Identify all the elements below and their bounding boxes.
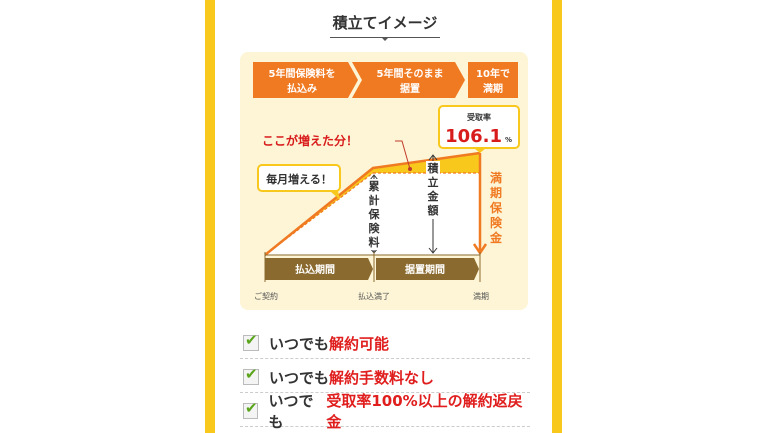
step-1	[253, 62, 358, 98]
deferment-period-bar	[376, 258, 479, 280]
step-1-line1: 5年間保険料を	[269, 67, 336, 80]
step-2-line2: 据置	[400, 82, 420, 95]
checklist-item: ✔ いつでも 解約可能	[240, 328, 530, 359]
left-frame	[205, 0, 215, 433]
maturity-benefit-char: 保	[489, 200, 503, 215]
accumulated-amount-char: 積	[427, 161, 440, 175]
title-pointer	[381, 37, 389, 41]
savings-diagram: 5年間保険料を 払込み 5年間そのまま 据置 10年で 満期 受取率 106.1…	[240, 52, 528, 310]
check-icon: ✔	[243, 365, 259, 385]
rate-label: 受取率	[467, 112, 491, 122]
step-3-line2: 満期	[483, 82, 503, 95]
payment-period-bar	[265, 258, 373, 280]
deferment-period-label: 据置期間	[405, 263, 445, 276]
growth-line	[264, 151, 481, 256]
accumulated-amount-char: 額	[427, 203, 439, 217]
cumulative-premium-char: 険	[369, 221, 381, 235]
step-3-line1: 10年で	[476, 67, 510, 80]
maturity-label: 満期	[473, 292, 489, 301]
rate-value: 106.1	[445, 126, 502, 147]
maturity-benefit-char: 満	[490, 170, 502, 185]
cumulative-premium-char: 保	[368, 207, 381, 221]
increase-label: ここが増えた分！	[262, 133, 358, 148]
payment-period-label: 払込期間	[295, 263, 335, 276]
step-3	[468, 62, 518, 98]
maturity-benefit-char: 金	[489, 230, 503, 245]
payment-complete-label: 払込満了	[358, 291, 390, 301]
cumulative-premium-char: 料	[369, 235, 380, 249]
step-1-line2: 払込み	[287, 82, 317, 95]
step-2	[352, 62, 465, 98]
monthly-bubble	[257, 164, 341, 192]
checklist-item: ✔ いつでも 解約手数料なし	[240, 362, 530, 393]
cumulative-premium-char: 累	[369, 180, 380, 193]
accumulated-amount-char: 立	[428, 175, 439, 189]
monthly-label: 毎月増える！	[266, 172, 332, 186]
step-2-line1: 5年間そのまま	[377, 67, 444, 80]
cumulative-premium-char: 計	[369, 193, 380, 207]
maturity-benefit-char: 険	[490, 215, 503, 230]
rate-unit: %	[505, 136, 512, 144]
checklist-item: ✔ いつでも 受取率100%以上の解約返戻金	[240, 392, 530, 431]
right-frame	[552, 0, 562, 433]
contract-label: ご契約	[254, 291, 278, 301]
check-icon: ✔	[243, 331, 259, 351]
accumulated-amount-char: 金	[427, 189, 440, 203]
check-icon: ✔	[243, 399, 259, 419]
maturity-benefit-char: 期	[490, 185, 502, 200]
section-title: 積立てイメージ	[332, 14, 438, 32]
